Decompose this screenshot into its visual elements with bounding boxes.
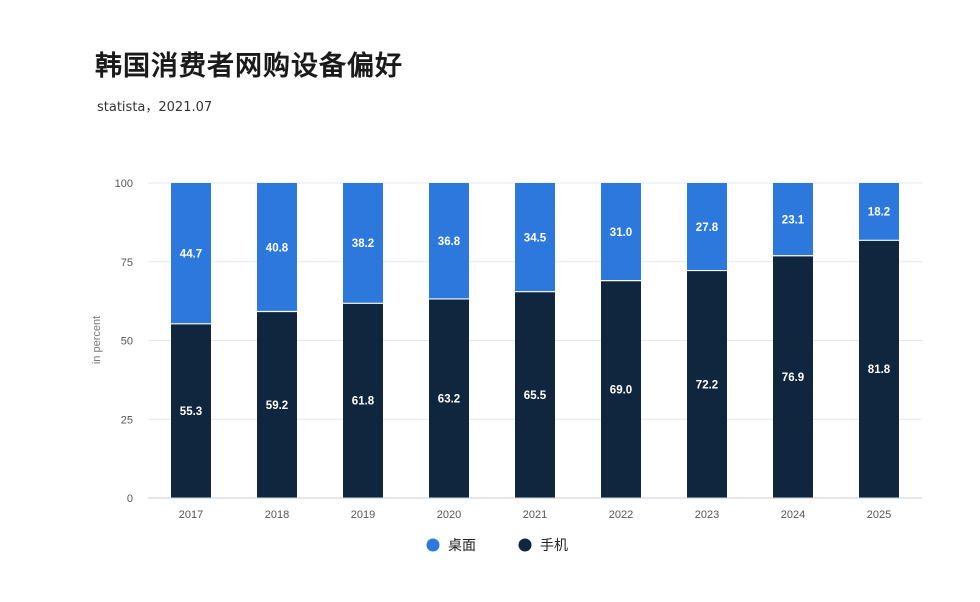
x-tick-label: 2025 <box>867 509 891 521</box>
y-tick-label: 100 <box>115 178 133 190</box>
data-label-desktop: 18.2 <box>868 207 890 219</box>
x-tick-label: 2018 <box>265 509 289 521</box>
data-label-desktop: 23.1 <box>782 214 805 226</box>
legend-label-mobile: 手机 <box>540 538 568 554</box>
data-label-mobile: 59.2 <box>266 400 288 412</box>
bar-mobile <box>601 280 641 498</box>
data-label-mobile: 55.3 <box>180 406 202 418</box>
legend-label-desktop: 桌面 <box>448 538 476 554</box>
y-tick-label: 0 <box>127 493 133 505</box>
legend: 桌面 手机 <box>426 538 568 554</box>
bars-layer <box>171 183 899 498</box>
bar-mobile <box>687 270 727 498</box>
data-label-mobile: 81.8 <box>868 364 891 376</box>
legend-swatch-desktop <box>426 538 440 552</box>
data-label-desktop: 36.8 <box>438 236 461 248</box>
data-label-desktop: 40.8 <box>266 242 289 254</box>
bar-mobile <box>257 311 297 498</box>
chart-subtitle: statista，2021.07 <box>97 100 213 115</box>
chart-title: 韩国消费者网购设备偏好 <box>95 51 403 82</box>
x-tick-label: 2022 <box>609 509 633 521</box>
bar-desktop <box>773 183 813 256</box>
bar-desktop <box>687 183 727 271</box>
bar-desktop <box>515 183 555 292</box>
axis-layer: 0 25 50 75 100 2017 2018 2019 2020 2021 2022 2023 20… <box>115 178 922 521</box>
data-labels-layer: 55.3 44.7 59.2 40.8 61.8 38.2 63.2 36.8 65.5 34.5… <box>180 207 891 418</box>
bar-mobile <box>859 240 899 498</box>
data-label-mobile: 72.2 <box>696 379 718 391</box>
data-label-mobile: 69.0 <box>610 384 632 396</box>
legend-swatch-mobile <box>518 538 532 552</box>
data-label-mobile: 61.8 <box>352 396 375 408</box>
x-tick-label: 2023 <box>695 509 719 521</box>
data-label-desktop: 31.0 <box>610 227 632 239</box>
data-label-desktop: 27.8 <box>696 222 719 234</box>
bar-desktop <box>601 183 641 281</box>
x-tick-label: 2024 <box>781 509 805 521</box>
y-tick-label: 25 <box>121 414 133 426</box>
y-tick-label: 50 <box>121 336 133 348</box>
data-label-mobile: 76.9 <box>782 372 804 384</box>
data-label-mobile: 63.2 <box>438 393 460 405</box>
bar-desktop <box>429 183 469 299</box>
data-label-desktop: 34.5 <box>524 232 547 244</box>
data-label-desktop: 44.7 <box>180 248 202 260</box>
bar-mobile <box>515 291 555 498</box>
bar-mobile <box>343 303 383 498</box>
bar-mobile <box>773 255 813 498</box>
bar-desktop <box>257 183 297 312</box>
bar-desktop <box>343 183 383 304</box>
x-tick-label: 2017 <box>179 509 203 521</box>
x-tick-label: 2020 <box>437 509 461 521</box>
y-tick-label: 75 <box>121 257 133 269</box>
y-axis-label: in percent <box>91 316 103 364</box>
bar-mobile <box>429 298 469 498</box>
x-tick-label: 2019 <box>351 509 375 521</box>
x-tick-label: 2021 <box>523 509 547 521</box>
bar-desktop <box>859 183 899 241</box>
data-label-mobile: 65.5 <box>524 390 547 402</box>
bar-mobile <box>171 323 211 498</box>
bar-desktop <box>171 183 211 324</box>
data-label-desktop: 38.2 <box>352 238 374 250</box>
